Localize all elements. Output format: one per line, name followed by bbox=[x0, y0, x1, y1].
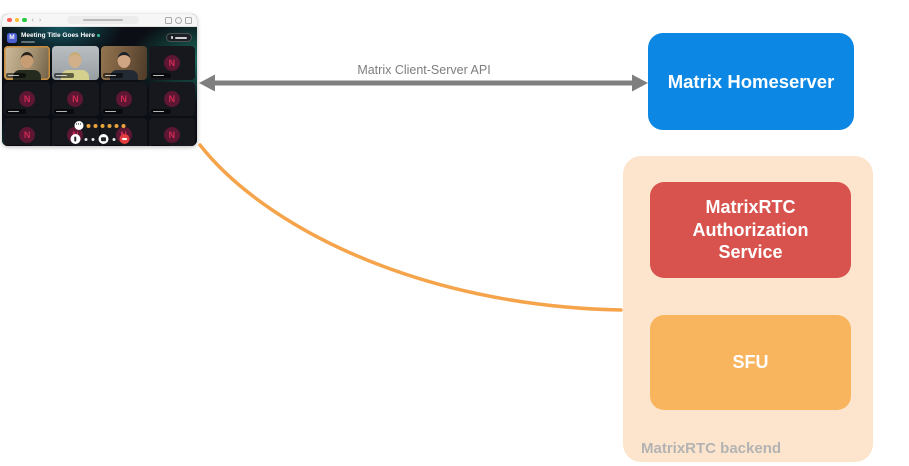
avatar-initial: N bbox=[163, 127, 180, 143]
share-icon[interactable] bbox=[165, 16, 172, 24]
forward-icon[interactable]: › bbox=[38, 16, 42, 24]
page-dot bbox=[93, 123, 97, 128]
participant-name-label bbox=[54, 109, 75, 114]
video-tile[interactable] bbox=[4, 46, 51, 80]
app-logo: M bbox=[7, 32, 17, 43]
participant-name-label bbox=[6, 109, 26, 114]
person-body bbox=[109, 70, 138, 80]
person-head bbox=[68, 52, 82, 69]
participant-tile[interactable]: N bbox=[4, 118, 51, 146]
avatar-initial: N bbox=[163, 55, 180, 71]
participant-tile[interactable]: N bbox=[52, 82, 99, 116]
microphone-button[interactable] bbox=[70, 134, 80, 144]
person-head bbox=[20, 52, 34, 69]
participant-name-label bbox=[150, 73, 171, 78]
camera-button[interactable] bbox=[98, 134, 108, 144]
person-body bbox=[13, 70, 42, 80]
new-tab-icon[interactable] bbox=[175, 16, 182, 24]
client-server-api-arrow bbox=[199, 74, 648, 92]
current-page-dot: ⋯ bbox=[74, 121, 83, 130]
sfu-label: SFU bbox=[732, 352, 769, 372]
matrix-homeserver-label: Matrix Homeserver bbox=[667, 70, 835, 92]
call-controls bbox=[70, 134, 129, 144]
participant-name-label bbox=[102, 73, 123, 78]
invite-button[interactable] bbox=[166, 33, 192, 42]
control-dot bbox=[112, 137, 115, 141]
arrowhead-left-icon bbox=[199, 74, 215, 92]
video-tile[interactable] bbox=[52, 46, 99, 80]
video-grid: NNNNNNNNN bbox=[2, 46, 197, 146]
element-call-app: M Meeting Title Goes Here NNNNNNNNN ⋯ bbox=[2, 27, 197, 146]
url-text-placeholder bbox=[83, 18, 124, 22]
participant-tile[interactable]: N bbox=[148, 118, 195, 146]
participant-tile[interactable]: N bbox=[148, 46, 195, 80]
media-connection-curve bbox=[198, 143, 623, 312]
invite-label-placeholder bbox=[175, 36, 188, 39]
traffic-light-minimize[interactable] bbox=[14, 17, 19, 23]
participant-name-label bbox=[150, 109, 171, 114]
person-head bbox=[117, 52, 131, 69]
avatar-initial: N bbox=[67, 91, 84, 107]
meeting-title: Meeting Title Goes Here bbox=[21, 32, 95, 39]
participant-name-label bbox=[102, 145, 123, 146]
traffic-light-close[interactable] bbox=[7, 17, 12, 23]
page-indicator[interactable]: ⋯ bbox=[74, 121, 125, 130]
hangup-button[interactable] bbox=[119, 134, 129, 144]
matrixrtc-backend-label: MatrixRTC backend bbox=[641, 440, 782, 457]
participant-tile[interactable]: N bbox=[148, 82, 195, 116]
participant-name-label bbox=[54, 145, 75, 146]
encryption-dot-icon bbox=[96, 34, 100, 37]
page-dot bbox=[121, 123, 125, 128]
invite-icon bbox=[170, 36, 174, 39]
participant-tile[interactable]: N bbox=[4, 82, 51, 116]
avatar-initial: N bbox=[19, 91, 36, 107]
traffic-light-zoom[interactable] bbox=[22, 17, 27, 23]
sfu-node: SFU bbox=[650, 315, 851, 410]
page-dot bbox=[107, 123, 111, 128]
video-tile[interactable] bbox=[100, 46, 147, 80]
participant-name-label bbox=[6, 145, 32, 146]
arrowhead-right-icon bbox=[632, 74, 648, 92]
matrix-homeserver-node: Matrix Homeserver bbox=[648, 33, 854, 130]
avatar-initial: N bbox=[115, 91, 132, 107]
person-body bbox=[61, 70, 90, 80]
avatar-initial: N bbox=[19, 127, 36, 143]
participant-name-label bbox=[6, 73, 26, 78]
participant-name-label bbox=[150, 145, 171, 146]
page-dot bbox=[100, 123, 104, 128]
participant-count-placeholder bbox=[21, 40, 35, 43]
participant-name-label bbox=[54, 73, 75, 78]
call-header: M Meeting Title Goes Here bbox=[2, 27, 197, 46]
avatar-initial: N bbox=[163, 91, 180, 107]
control-dot bbox=[84, 137, 87, 141]
address-bar[interactable] bbox=[67, 16, 140, 24]
video-call-browser-window: ‹ › M Meeting Title Goes Here bbox=[2, 14, 197, 146]
matrixrtc-auth-service-node: MatrixRTC Authorization Service bbox=[650, 182, 851, 278]
control-dot bbox=[91, 137, 94, 141]
back-icon[interactable]: ‹ bbox=[31, 16, 34, 24]
api-arrow-label: Matrix Client-Server API bbox=[357, 63, 491, 77]
page-dot bbox=[114, 123, 118, 128]
participant-tile[interactable]: N bbox=[100, 82, 147, 116]
tabs-icon[interactable] bbox=[185, 16, 192, 24]
browser-chrome-bar: ‹ › bbox=[2, 14, 197, 27]
participant-name-label bbox=[102, 109, 123, 114]
matrixrtc-auth-service-label: MatrixRTC Authorization Service bbox=[692, 196, 809, 263]
page-dot bbox=[86, 123, 90, 128]
